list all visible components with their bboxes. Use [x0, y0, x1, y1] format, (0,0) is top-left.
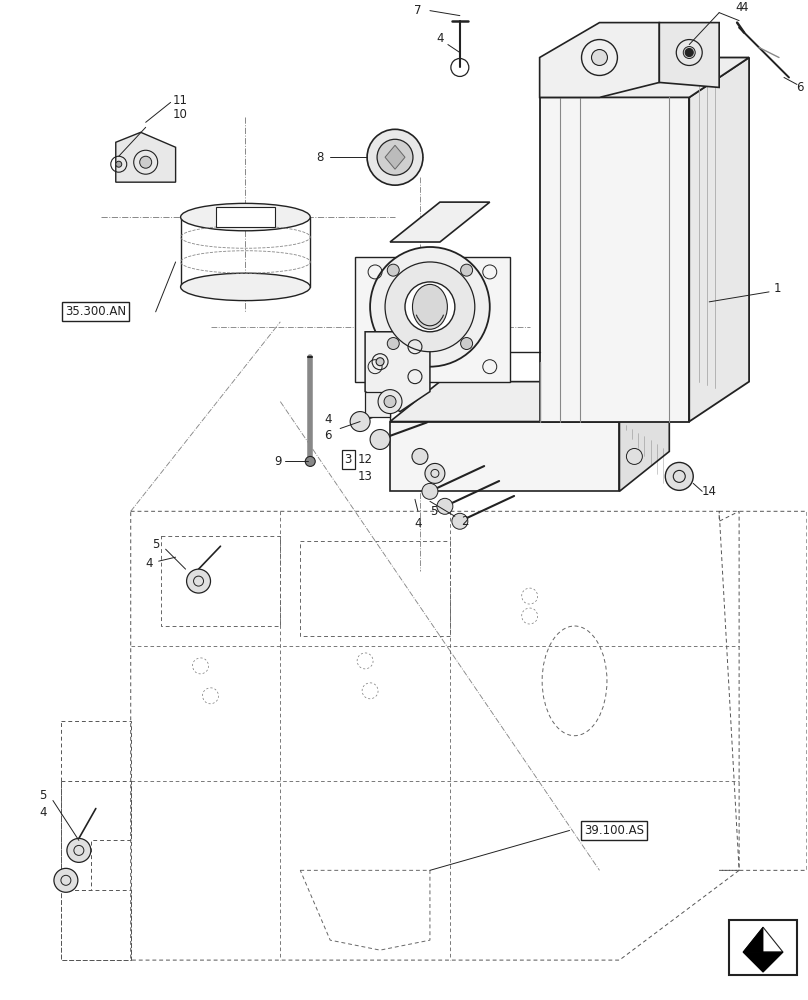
Circle shape: [591, 50, 608, 65]
Polygon shape: [385, 145, 405, 169]
Circle shape: [67, 838, 90, 862]
Text: 14: 14: [701, 485, 717, 498]
Circle shape: [140, 156, 152, 168]
Circle shape: [422, 483, 438, 499]
Circle shape: [461, 338, 473, 349]
Polygon shape: [116, 132, 175, 182]
Text: 3: 3: [344, 453, 351, 466]
Text: 4: 4: [40, 806, 47, 819]
Polygon shape: [216, 207, 276, 227]
Text: 5: 5: [430, 505, 438, 518]
Circle shape: [367, 129, 423, 185]
Circle shape: [370, 430, 390, 449]
Circle shape: [425, 463, 445, 483]
Circle shape: [54, 868, 78, 892]
Circle shape: [187, 569, 211, 593]
Text: 6: 6: [796, 81, 804, 94]
Polygon shape: [390, 202, 490, 242]
Circle shape: [387, 338, 399, 349]
Circle shape: [377, 139, 413, 175]
Text: 4: 4: [436, 32, 444, 45]
Text: 35.300.AN: 35.300.AN: [65, 305, 126, 318]
Circle shape: [116, 161, 122, 167]
Text: 10: 10: [173, 108, 188, 121]
Circle shape: [405, 282, 455, 332]
Circle shape: [350, 412, 370, 432]
Polygon shape: [743, 927, 783, 952]
Circle shape: [437, 498, 452, 514]
Ellipse shape: [181, 273, 310, 301]
Text: 5: 5: [152, 538, 159, 551]
Circle shape: [665, 462, 693, 490]
Polygon shape: [620, 382, 669, 491]
Polygon shape: [365, 332, 430, 412]
Text: 5: 5: [40, 789, 47, 802]
Text: 8: 8: [317, 151, 324, 164]
Text: 1: 1: [773, 282, 781, 295]
Circle shape: [384, 396, 396, 408]
Circle shape: [626, 448, 642, 464]
Polygon shape: [659, 23, 719, 87]
Text: 2: 2: [461, 515, 469, 528]
Text: 3: 3: [344, 453, 351, 466]
Text: 4: 4: [325, 413, 332, 426]
Text: 6: 6: [325, 429, 332, 442]
Polygon shape: [540, 23, 659, 97]
Polygon shape: [390, 422, 620, 491]
Circle shape: [684, 47, 695, 59]
Text: 4: 4: [735, 1, 743, 14]
Text: 11: 11: [173, 94, 188, 107]
Text: 12: 12: [358, 453, 372, 466]
Circle shape: [378, 390, 402, 414]
Polygon shape: [390, 382, 669, 422]
Circle shape: [412, 448, 428, 464]
Polygon shape: [540, 58, 749, 97]
Circle shape: [370, 247, 490, 367]
Polygon shape: [540, 97, 689, 422]
Circle shape: [452, 513, 468, 529]
Bar: [729, 920, 797, 975]
Circle shape: [387, 264, 399, 276]
Circle shape: [385, 262, 475, 352]
Circle shape: [685, 49, 693, 57]
Circle shape: [305, 456, 315, 466]
Text: 7: 7: [415, 4, 422, 17]
Circle shape: [461, 264, 473, 276]
Ellipse shape: [181, 203, 310, 231]
Circle shape: [376, 358, 384, 366]
Polygon shape: [743, 927, 763, 952]
Polygon shape: [365, 392, 390, 417]
Polygon shape: [743, 952, 783, 972]
Text: 4: 4: [740, 1, 748, 14]
Text: 9: 9: [275, 455, 282, 468]
Polygon shape: [689, 58, 749, 422]
Text: 4: 4: [415, 517, 422, 530]
Text: 39.100.AS: 39.100.AS: [584, 824, 645, 837]
Text: 4: 4: [145, 557, 153, 570]
Ellipse shape: [412, 284, 448, 329]
Polygon shape: [356, 257, 510, 382]
Text: 13: 13: [358, 470, 372, 483]
